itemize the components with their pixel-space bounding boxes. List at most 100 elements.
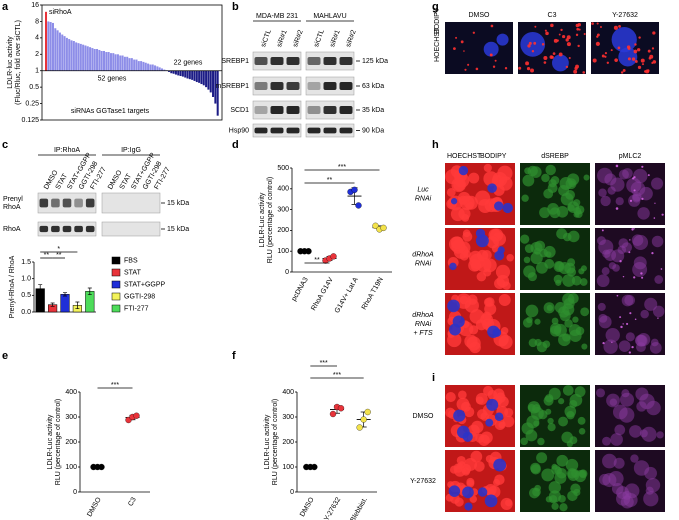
image-detail: [605, 328, 620, 343]
bar: [158, 67, 161, 71]
image-detail: [493, 458, 507, 472]
panel-label: e: [2, 350, 8, 362]
image-detail: [453, 409, 466, 422]
y-tick-label: 0.125: [21, 117, 39, 124]
stain-label: HOECHST: [434, 27, 441, 62]
bar: [209, 70, 212, 93]
image-detail: [559, 310, 571, 322]
error-bar: [50, 302, 55, 307]
image-detail: [634, 318, 637, 321]
row-label: RNAi: [415, 321, 432, 328]
blot-band: [307, 127, 321, 134]
image-detail: [555, 279, 562, 286]
image-detail: [569, 399, 578, 409]
image-detail: [494, 201, 504, 211]
image-detail: [566, 42, 571, 47]
y-tick-label: 4: [35, 35, 39, 42]
size-label: 125 kDa: [362, 58, 388, 65]
bar: [135, 59, 138, 71]
blot-band: [286, 127, 300, 134]
image-detail: [622, 323, 624, 325]
image-detail: [465, 201, 474, 210]
image-detail: [641, 63, 645, 66]
data-point: [355, 202, 362, 209]
blot: [101, 221, 161, 237]
group-header: MDA-MB 231: [256, 13, 298, 20]
image-detail: [458, 390, 467, 400]
bar: [63, 36, 66, 71]
image-detail: [651, 251, 654, 255]
image-detail: [567, 258, 576, 267]
image-detail: [565, 38, 569, 42]
image-detail: [547, 183, 558, 194]
column-header: HOECHST: [447, 153, 482, 160]
image-detail: [484, 297, 495, 307]
bar: [56, 30, 59, 71]
image-detail: [583, 174, 590, 181]
group-header: IP:IgG: [121, 147, 141, 154]
image-detail: [552, 54, 569, 72]
image-detail: [611, 341, 613, 343]
image-detail: [633, 228, 635, 230]
image-detail: [596, 22, 599, 25]
image-detail: [544, 394, 554, 403]
y-axis-label: Prenyl-RhoA / RhoA: [9, 255, 16, 318]
lane-label: siCTL: [313, 29, 326, 49]
bar: [172, 70, 175, 74]
image-detail: [464, 68, 467, 71]
image-detail: [502, 281, 511, 290]
image-detail: [562, 274, 576, 287]
y-tick-label: 16: [31, 2, 39, 9]
lane-label: siR#1: [276, 29, 289, 48]
image-detail: [624, 294, 636, 306]
image-detail: [652, 31, 656, 35]
bar: [216, 70, 219, 116]
y-tick-label: 1: [35, 68, 39, 75]
bar: [174, 70, 177, 75]
image-detail: [467, 63, 470, 66]
y-axis-label: (Fluc/Rluc, fold over siCTL): [15, 20, 22, 105]
panel-label: c: [2, 139, 8, 151]
data-point: [360, 416, 367, 423]
row-label: Y-27632: [410, 478, 436, 485]
image-detail: [633, 276, 636, 279]
image-detail: [528, 41, 532, 45]
image-detail: [628, 251, 631, 254]
bar: [49, 22, 52, 71]
image-detail: [518, 66, 522, 70]
image-detail: [632, 168, 648, 184]
image-detail: [490, 24, 494, 28]
image-detail: [500, 326, 509, 335]
data-point: [356, 424, 363, 431]
image-detail: [560, 28, 563, 32]
bar: [137, 61, 140, 71]
column-header: BODIPY: [480, 153, 507, 160]
blot-band: [74, 198, 83, 208]
blot-band: [39, 225, 49, 233]
y-axis-label: LDLR-luc activity: [7, 36, 14, 89]
bar: [103, 50, 106, 71]
image-detail: [615, 164, 619, 168]
y-tick-label: 400: [277, 186, 289, 193]
image-detail: [549, 55, 554, 59]
image-detail: [614, 424, 626, 436]
y-tick-label: 200: [282, 439, 294, 446]
image-detail: [652, 305, 665, 318]
image-detail: [644, 466, 657, 480]
image-detail: [504, 67, 508, 70]
image-detail: [543, 55, 548, 61]
bar: [45, 11, 48, 71]
bar: [47, 21, 50, 71]
image-detail: [626, 45, 631, 49]
x-tick-label: pcDNA3: [291, 276, 310, 302]
bar: [130, 58, 133, 71]
image-detail: [652, 60, 657, 64]
image-detail: [601, 54, 605, 58]
blot-band: [85, 198, 95, 208]
image-detail: [549, 495, 558, 504]
error-bar: [63, 292, 67, 297]
image-detail: [565, 458, 579, 472]
blot-band: [307, 82, 321, 90]
image-detail: [462, 486, 474, 499]
image-detail: [524, 244, 534, 253]
